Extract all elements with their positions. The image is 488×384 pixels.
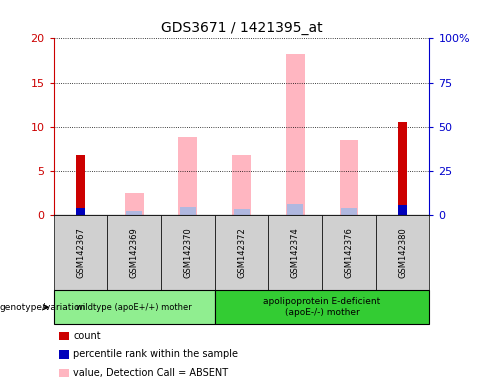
Text: apolipoprotein E-deficient
(apoE-/-) mother: apolipoprotein E-deficient (apoE-/-) mot… xyxy=(264,298,381,317)
Text: GSM142374: GSM142374 xyxy=(291,227,300,278)
Text: percentile rank within the sample: percentile rank within the sample xyxy=(73,349,238,359)
Text: count: count xyxy=(73,331,101,341)
Bar xyxy=(340,140,358,215)
Bar xyxy=(76,208,85,215)
Bar xyxy=(76,155,85,215)
Text: GSM142376: GSM142376 xyxy=(345,227,353,278)
Bar xyxy=(398,122,407,215)
Bar xyxy=(125,193,143,215)
Text: GSM142380: GSM142380 xyxy=(398,227,407,278)
Text: value, Detection Call = ABSENT: value, Detection Call = ABSENT xyxy=(73,368,228,378)
Text: GSM142370: GSM142370 xyxy=(183,227,192,278)
Text: genotype/variation: genotype/variation xyxy=(0,303,86,312)
Text: wildtype (apoE+/+) mother: wildtype (apoE+/+) mother xyxy=(76,303,192,312)
Bar xyxy=(287,204,303,215)
Text: GSM142372: GSM142372 xyxy=(237,227,246,278)
Title: GDS3671 / 1421395_at: GDS3671 / 1421395_at xyxy=(161,21,323,35)
Text: GSM142369: GSM142369 xyxy=(130,227,139,278)
Bar xyxy=(398,205,407,215)
Bar xyxy=(234,209,249,215)
Bar xyxy=(286,54,305,215)
Bar xyxy=(180,207,196,215)
Bar xyxy=(341,208,357,215)
Text: GSM142367: GSM142367 xyxy=(76,227,85,278)
Bar xyxy=(232,155,251,215)
Bar xyxy=(126,211,142,215)
Bar xyxy=(179,137,197,215)
